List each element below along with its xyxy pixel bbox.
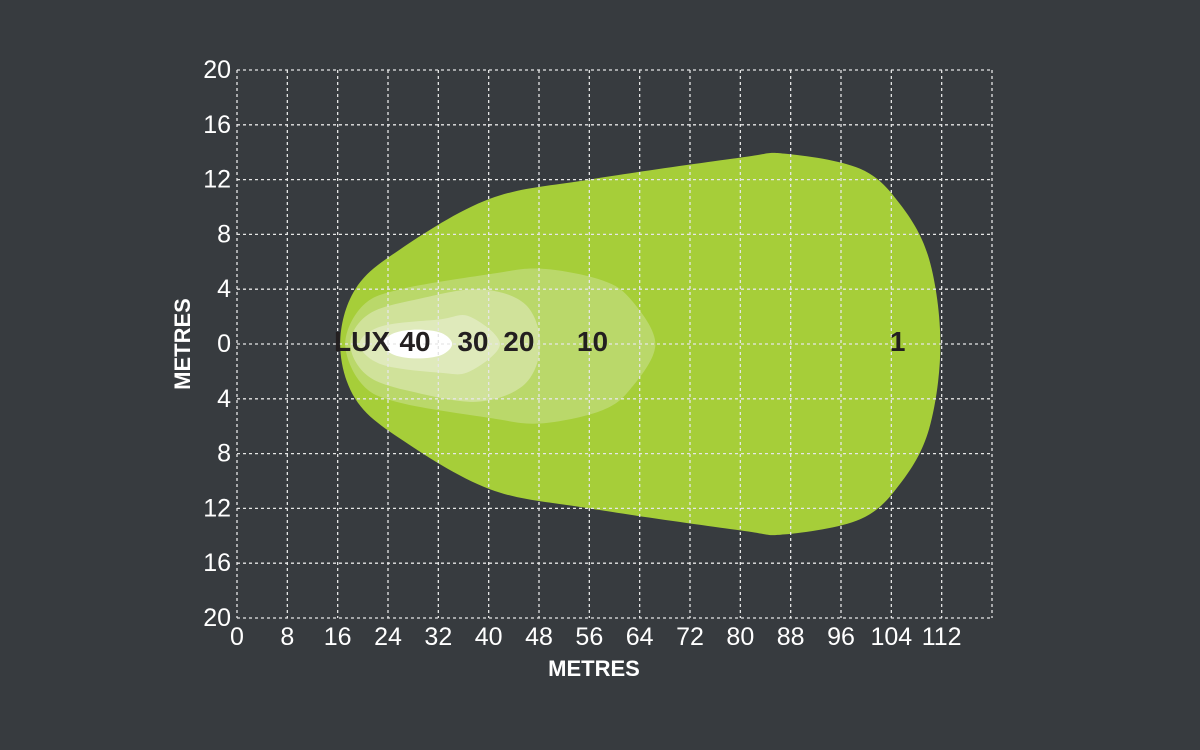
y-tick-label: 20 xyxy=(203,56,231,84)
y-tick-label: 4 xyxy=(217,385,231,413)
x-tick-label: 80 xyxy=(726,623,754,651)
y-tick-label: 8 xyxy=(217,440,231,468)
x-tick-label: 24 xyxy=(374,623,402,651)
contour-label-1: 1 xyxy=(890,326,906,357)
x-tick-label: 72 xyxy=(676,623,704,651)
x-tick-label: 112 xyxy=(922,623,962,651)
x-tick-label: 8 xyxy=(280,623,294,651)
x-tick-label: 56 xyxy=(575,623,603,651)
contour-label-30: 30 xyxy=(457,326,488,357)
contour-label-40: 40 xyxy=(399,326,430,357)
x-tick-label: 88 xyxy=(777,623,805,651)
contour-label-20: 20 xyxy=(503,326,534,357)
contour-40-lux xyxy=(381,329,453,359)
y-tick-label: 16 xyxy=(203,111,231,139)
grid xyxy=(236,69,993,619)
contour-label-10: 10 xyxy=(577,326,608,357)
x-tick-label: 40 xyxy=(475,623,503,651)
x-tick-label: 0 xyxy=(230,623,244,651)
y-tick-label: 12 xyxy=(203,494,231,522)
y-tick-label: 16 xyxy=(203,549,231,577)
x-tick-label: 48 xyxy=(525,623,553,651)
x-tick-label: 32 xyxy=(424,623,452,651)
x-axis-label: METRES xyxy=(548,656,640,681)
contour-labels: LUX 1 10 20 30 40 xyxy=(334,326,905,357)
y-tick-label: 4 xyxy=(217,275,231,303)
x-tick-label: 64 xyxy=(626,623,654,651)
y-tick-label: 0 xyxy=(217,330,231,358)
x-tick-label: 104 xyxy=(870,623,912,651)
x-tick-labels: 0 8 16 24 32 40 48 56 64 72 80 88 96 104 112 xyxy=(230,623,962,651)
y-tick-label: 8 xyxy=(217,220,231,248)
y-tick-label: 12 xyxy=(203,166,231,194)
x-tick-label: 16 xyxy=(324,623,352,651)
y-axis-label: METRES xyxy=(170,298,195,390)
unit-label: LUX xyxy=(334,326,390,357)
y-tick-labels: 20 16 12 8 4 0 4 8 12 16 20 xyxy=(203,56,231,632)
x-tick-label: 96 xyxy=(827,623,855,651)
y-tick-label: 20 xyxy=(203,604,231,632)
